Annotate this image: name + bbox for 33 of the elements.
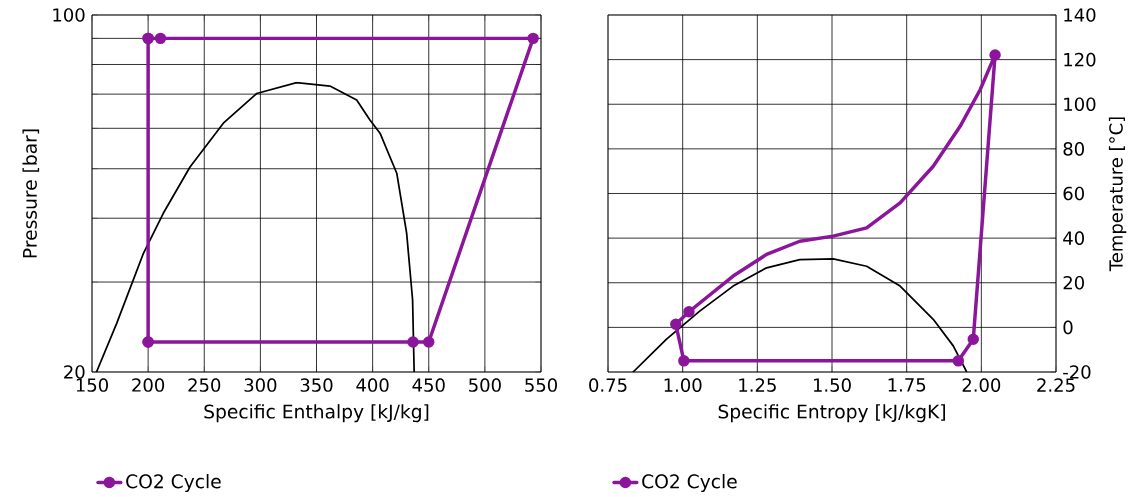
y-tick-label: 60	[1063, 186, 1084, 201]
x-tick-label: 1.25	[739, 378, 776, 392]
legend-label: CO2 Cycle	[642, 474, 737, 493]
x-tick-label: 400	[356, 378, 389, 392]
x-tick-label: 550	[525, 378, 557, 392]
x-tick-label: 2.00	[962, 378, 1001, 392]
x-tick-label: 150	[76, 378, 108, 392]
x-axis-title: Specific Enthalpy [kJ/kg]	[204, 404, 429, 423]
y-tick-label: 120	[1064, 52, 1096, 67]
x-axis-title: Specific Entropy [kJ/kgK]	[718, 404, 945, 423]
x-tick-label: 250	[188, 378, 221, 392]
y-tick-label: 20	[1063, 275, 1084, 290]
y-tick-label: 0	[1063, 320, 1073, 335]
y-axis-title: Pressure [bar]	[22, 129, 40, 258]
x-tick-label: 0.75	[589, 378, 627, 392]
x-tick-label: 1.50	[813, 378, 851, 392]
y-tick-label: 80	[1063, 142, 1084, 156]
y-tick-label: -20	[1063, 365, 1091, 379]
x-tick-label: 300	[244, 378, 277, 392]
legend-label: CO2 Cycle	[126, 473, 221, 493]
x-tick-label: 2.25	[1037, 378, 1075, 392]
y-axis-title: Temperature [°C]	[1108, 117, 1127, 272]
x-tick-label: 350	[300, 378, 333, 392]
x-tick-label: 1.00	[664, 378, 702, 392]
x-tick-label: 200	[132, 378, 165, 392]
y-tick-label: 20	[64, 365, 85, 379]
x-tick-label: 1.75	[888, 378, 926, 392]
x-tick-label: 500	[469, 378, 501, 392]
y-tick-label: 140	[1064, 8, 1096, 22]
x-tick-label: 450	[412, 378, 445, 392]
y-tick-label: 100	[53, 8, 85, 22]
y-tick-label: 100	[1064, 97, 1096, 112]
y-tick-label: 40	[1063, 231, 1084, 245]
